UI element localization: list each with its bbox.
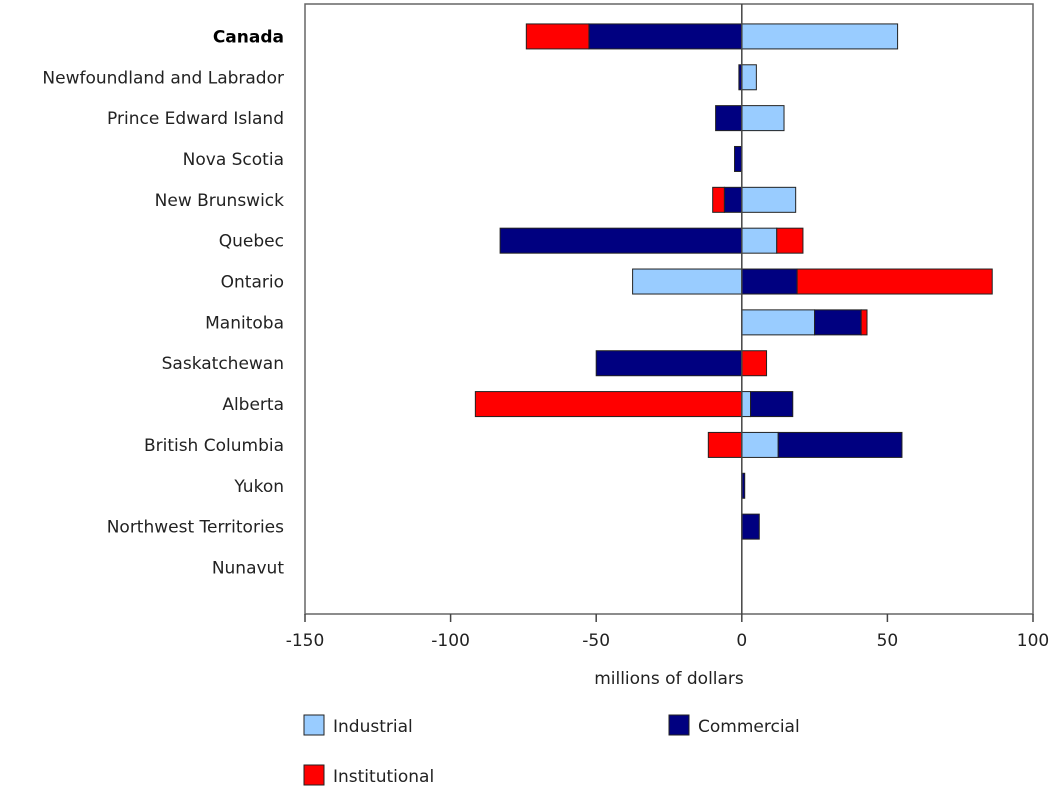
- bar-commercial-alberta: [750, 391, 794, 418]
- x-tick-label: -50: [582, 631, 610, 651]
- plot-frame: [304, 3, 1034, 615]
- x-tick-label: 100: [1017, 631, 1049, 651]
- bar-industrial-prince-edward-island: [741, 105, 785, 132]
- legend-label-commercial: Commercial: [698, 717, 800, 737]
- legend-swatch-commercial: [668, 714, 690, 736]
- bar-institutional-british-columbia: [707, 431, 743, 458]
- category-label: Nunavut: [212, 558, 285, 578]
- bar-industrial-newfoundland-and-labrador: [741, 64, 757, 91]
- bar-institutional-ontario: [796, 268, 993, 295]
- bar-commercial-new-brunswick: [723, 186, 743, 213]
- bar-institutional-quebec: [776, 227, 804, 254]
- bar-industrial-british-columbia: [741, 431, 779, 458]
- category-label: Saskatchewan: [162, 354, 284, 374]
- bar-industrial-manitoba: [741, 309, 816, 336]
- bar-institutional-alberta: [474, 391, 743, 418]
- legend-label-industrial: Industrial: [333, 717, 413, 737]
- bar-commercial-british-columbia: [777, 431, 903, 458]
- bar-commercial-northwest-territories: [741, 513, 760, 540]
- bar-industrial-ontario: [632, 268, 743, 295]
- legend-swatch-industrial: [303, 714, 325, 736]
- x-axis-title: millions of dollars: [594, 669, 744, 689]
- legend-label-institutional: Institutional: [333, 767, 434, 787]
- bar-industrial-quebec: [741, 227, 778, 254]
- bar-commercial-manitoba: [814, 309, 862, 336]
- x-tick-label: -100: [431, 631, 470, 651]
- bar-commercial-nova-scotia: [734, 145, 743, 172]
- category-label: Canada: [213, 27, 284, 47]
- bar-commercial-prince-edward-island: [715, 105, 743, 132]
- legend-swatch-institutional: [303, 764, 325, 786]
- bar-commercial-saskatchewan: [595, 350, 743, 377]
- x-tick-label: -150: [286, 631, 325, 651]
- category-label: Quebec: [219, 232, 284, 252]
- bar-institutional-canada: [525, 23, 590, 50]
- bar-industrial-new-brunswick: [741, 186, 797, 213]
- category-label: Ontario: [221, 273, 284, 293]
- x-tick-label: 0: [736, 631, 747, 651]
- bar-commercial-quebec: [499, 227, 743, 254]
- category-label: Prince Edward Island: [107, 109, 284, 129]
- bar-commercial-canada: [588, 23, 743, 50]
- category-label: Manitoba: [205, 313, 284, 333]
- category-label: Northwest Territories: [107, 518, 284, 538]
- bar-institutional-saskatchewan: [741, 350, 768, 377]
- category-label: Yukon: [233, 477, 284, 497]
- category-label: Newfoundland and Labrador: [42, 68, 284, 88]
- bar-commercial-ontario: [741, 268, 798, 295]
- category-label: Alberta: [222, 395, 284, 415]
- x-tick-label: 50: [877, 631, 899, 651]
- category-label: New Brunswick: [155, 191, 285, 211]
- bar-institutional-manitoba: [860, 309, 868, 336]
- bar-industrial-canada: [741, 23, 899, 50]
- bar-institutional-new-brunswick: [712, 186, 725, 213]
- bar-industrial-alberta: [741, 391, 752, 418]
- category-label: Nova Scotia: [183, 150, 284, 170]
- category-label: British Columbia: [144, 436, 284, 456]
